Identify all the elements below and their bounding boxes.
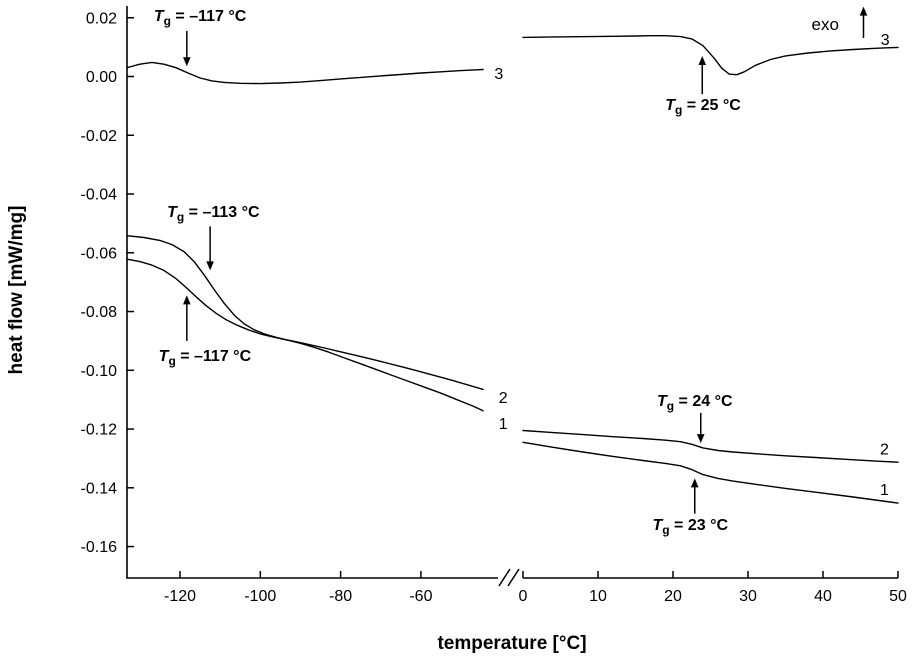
tg-symbol: T (167, 204, 178, 221)
x-tick-label: 10 (589, 588, 607, 605)
x-tick-label: 0 (519, 588, 528, 605)
annotation-tg-117-top: Tg = –117 °C (154, 8, 247, 28)
annotation-tg-113-arrow-head (206, 261, 214, 271)
x-tick-label: 20 (664, 588, 682, 605)
annotation-tg-25-arrow-head (698, 55, 707, 65)
annotation-tg-24: Tg = 24 °C (657, 393, 733, 413)
curve-1-right-segment (522, 441, 899, 504)
x-axis-title: temperature [°C] (437, 633, 586, 654)
x-tick-label: 40 (814, 588, 832, 605)
tg-subscript: g (667, 399, 674, 413)
tg-subscript: g (675, 103, 682, 117)
tg-symbol: T (159, 348, 170, 365)
x-tick-label: -120 (164, 588, 196, 605)
curve-label-3-right: 3 (881, 32, 890, 49)
curve-label-2-left: 2 (499, 390, 508, 407)
y-tick-label: -0.06 (81, 245, 118, 262)
y-tick-label: -0.04 (81, 187, 118, 204)
axis-break-mark-2 (507, 568, 520, 587)
tg-symbol: T (154, 8, 165, 25)
curve-1-left-segment (126, 234, 484, 412)
x-tick-label: 30 (739, 588, 757, 605)
curve-label-1-right: 1 (880, 482, 889, 499)
annotation-tg-113: Tg = –113 °C (167, 204, 260, 224)
curve-3-right-segment (522, 35, 899, 76)
annotation-tg-117-lower-arrow-head (183, 295, 191, 305)
exo-arrow-head (859, 6, 868, 16)
tg-value: = –117 °C (176, 348, 252, 365)
y-tick-label: 0.00 (86, 69, 117, 86)
annotation-tg-25: Tg = 25 °C (665, 97, 741, 117)
y-tick-label: -0.16 (81, 539, 118, 556)
x-tick-label: 50 (889, 588, 907, 605)
y-axis-title: heat flow [mW/mg] (6, 206, 27, 375)
y-tick-label: 0.02 (86, 10, 117, 27)
tg-subscript: g (164, 14, 171, 28)
annotation-tg-23: Tg = 23 °C (652, 517, 728, 537)
curve-label-1-left: 1 (499, 416, 508, 433)
curve-label-3-left: 3 (494, 66, 503, 83)
tg-value: = 24 °C (674, 393, 733, 410)
tg-value: = –113 °C (184, 204, 260, 221)
y-tick-label: -0.12 (81, 422, 118, 439)
curve-3-left-segment (126, 61, 484, 85)
y-tick-label: -0.10 (81, 363, 118, 380)
axis-break-mark-1 (498, 568, 511, 587)
x-tick-label: -60 (409, 588, 432, 605)
exo-label: exo (812, 15, 839, 34)
curve-2-right-segment (522, 429, 899, 463)
y-tick-label: -0.14 (81, 480, 118, 497)
y-tick-label: -0.02 (81, 128, 118, 145)
annotation-tg-117-lower: Tg = –117 °C (159, 348, 252, 368)
x-tick-label: -80 (329, 588, 352, 605)
tg-subscript: g (662, 523, 669, 537)
annotation-tg-24-arrow-head (696, 434, 705, 444)
tg-symbol: T (657, 393, 668, 410)
tg-subscript: g (168, 354, 175, 368)
tg-subscript: g (177, 210, 184, 224)
tg-value: = 23 °C (670, 517, 729, 534)
y-tick-label: -0.08 (81, 304, 118, 321)
annotation-tg-23-arrow-head (690, 478, 699, 488)
tg-symbol: T (665, 97, 676, 114)
tg-symbol: T (652, 517, 663, 534)
x-tick-label: -100 (244, 588, 276, 605)
annotation-tg-117-top-arrow-head (183, 57, 191, 67)
curve-label-2-right: 2 (880, 442, 889, 459)
tg-value: = –117 °C (171, 8, 247, 25)
tg-value: = 25 °C (682, 97, 741, 114)
curve-2-left-segment (126, 258, 484, 391)
